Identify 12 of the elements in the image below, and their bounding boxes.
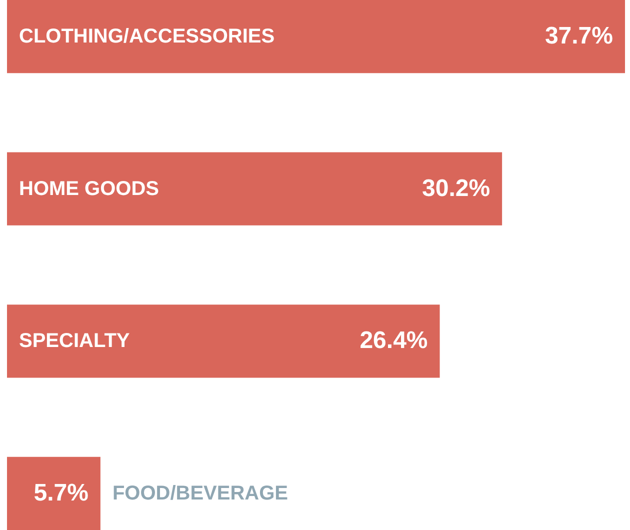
- bar: [7, 456, 100, 530]
- y-tick-label: FOOD/BEVERAGE: [112, 482, 288, 504]
- y-tick-label: CLOTHING/ACCESSORIES: [19, 26, 275, 48]
- y-tick-label: SPECIALTY: [19, 330, 130, 352]
- bar: [7, 0, 625, 74]
- data-label: 26.4%: [360, 327, 428, 354]
- y-tick-label: HOME GOODS: [19, 178, 160, 200]
- bar: [7, 304, 440, 378]
- data-label: 37.7%: [544, 22, 613, 50]
- bar: [7, 152, 502, 226]
- data-label: 30.2%: [422, 174, 490, 202]
- data-label: 5.7%: [34, 479, 88, 506]
